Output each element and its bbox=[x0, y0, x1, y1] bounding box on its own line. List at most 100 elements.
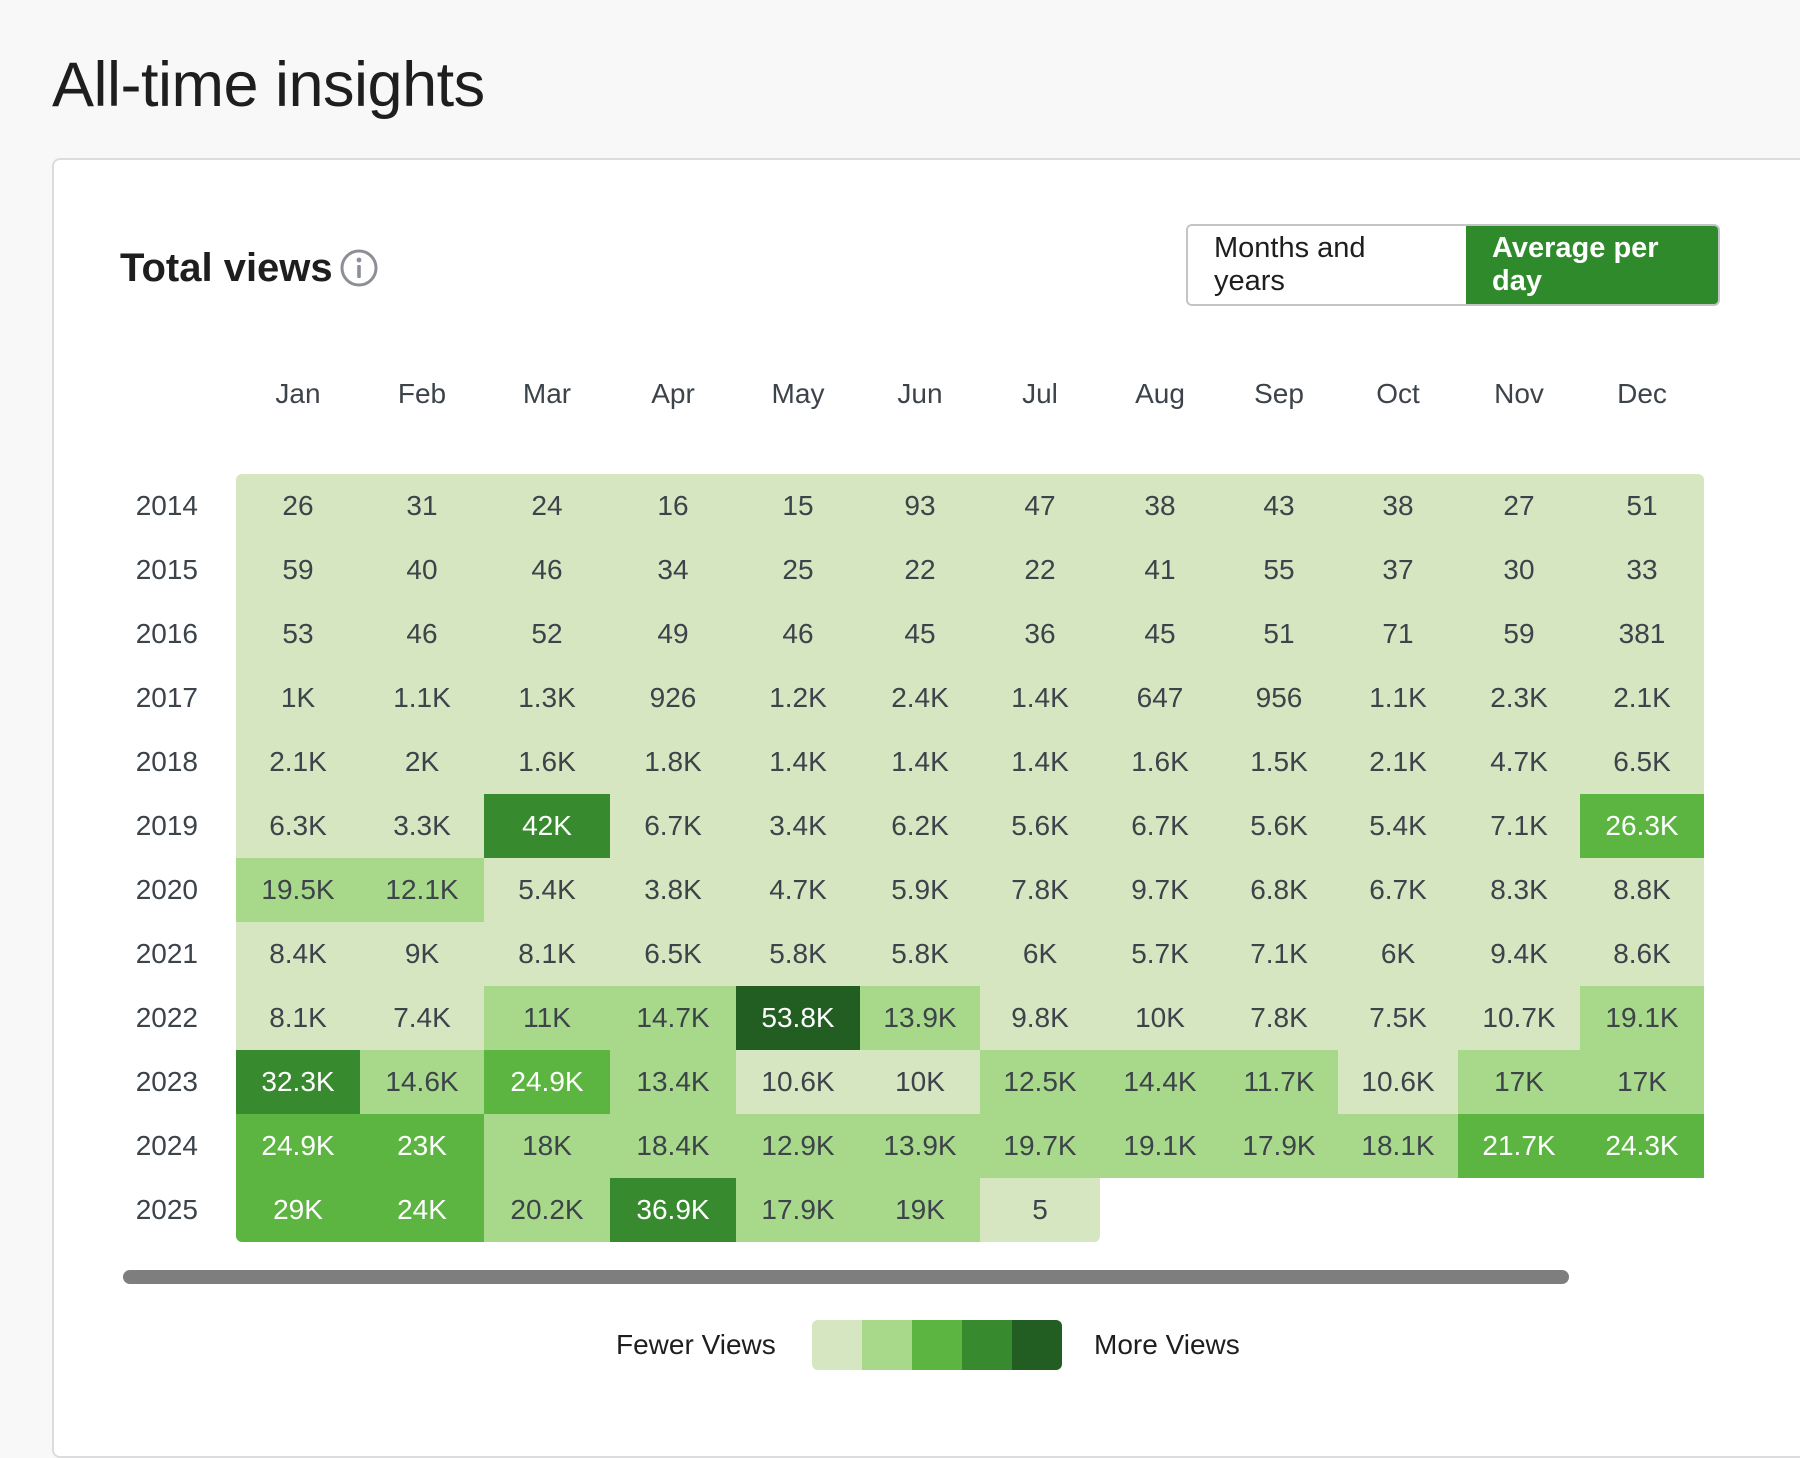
heatmap-cell[interactable]: 24.9K bbox=[484, 1050, 610, 1114]
heatmap-cell[interactable]: 46 bbox=[736, 602, 860, 666]
heatmap-cell[interactable]: 49 bbox=[610, 602, 736, 666]
heatmap-cell[interactable]: 17K bbox=[1580, 1050, 1704, 1114]
heatmap-cell[interactable]: 32.3K bbox=[236, 1050, 360, 1114]
heatmap-cell[interactable]: 381 bbox=[1580, 602, 1704, 666]
heatmap-cell[interactable]: 6.2K bbox=[860, 794, 980, 858]
heatmap-cell[interactable]: 1.3K bbox=[484, 666, 610, 730]
heatmap-cell[interactable]: 24.3K bbox=[1580, 1114, 1704, 1178]
heatmap-cell[interactable]: 1.6K bbox=[484, 730, 610, 794]
heatmap-cell[interactable]: 10.6K bbox=[1338, 1050, 1458, 1114]
heatmap-cell[interactable]: 11K bbox=[484, 986, 610, 1050]
heatmap-cell[interactable]: 22 bbox=[860, 538, 980, 602]
heatmap-cell[interactable]: 12.1K bbox=[360, 858, 484, 922]
heatmap-cell[interactable]: 9K bbox=[360, 922, 484, 986]
heatmap-cell[interactable]: 956 bbox=[1220, 666, 1338, 730]
heatmap-cell[interactable]: 5.8K bbox=[736, 922, 860, 986]
heatmap-cell[interactable]: 31 bbox=[360, 474, 484, 538]
heatmap-cell[interactable]: 27 bbox=[1458, 474, 1580, 538]
heatmap-cell[interactable]: 5.6K bbox=[1220, 794, 1338, 858]
heatmap-cell[interactable]: 5 bbox=[980, 1178, 1100, 1242]
heatmap-cell[interactable]: 16 bbox=[610, 474, 736, 538]
heatmap-cell[interactable]: 6K bbox=[1338, 922, 1458, 986]
heatmap-cell[interactable]: 2.4K bbox=[860, 666, 980, 730]
heatmap-cell[interactable]: 5.8K bbox=[860, 922, 980, 986]
heatmap-cell[interactable]: 8.3K bbox=[1458, 858, 1580, 922]
heatmap-cell[interactable]: 7.8K bbox=[1220, 986, 1338, 1050]
heatmap-cell[interactable]: 21.7K bbox=[1458, 1114, 1580, 1178]
heatmap-cell[interactable]: 14.4K bbox=[1100, 1050, 1220, 1114]
heatmap-cell[interactable]: 18.4K bbox=[610, 1114, 736, 1178]
heatmap-cell[interactable]: 1.5K bbox=[1220, 730, 1338, 794]
heatmap-cell[interactable]: 14.7K bbox=[610, 986, 736, 1050]
heatmap-cell[interactable]: 13.4K bbox=[610, 1050, 736, 1114]
heatmap-cell[interactable]: 40 bbox=[360, 538, 484, 602]
heatmap-cell[interactable]: 1.4K bbox=[860, 730, 980, 794]
average-per-day-button[interactable]: Average per day bbox=[1466, 226, 1718, 304]
heatmap-cell[interactable]: 3.3K bbox=[360, 794, 484, 858]
heatmap-cell[interactable]: 43 bbox=[1220, 474, 1338, 538]
heatmap-cell[interactable]: 926 bbox=[610, 666, 736, 730]
heatmap-cell[interactable]: 13.9K bbox=[860, 986, 980, 1050]
heatmap-cell[interactable]: 5.6K bbox=[980, 794, 1100, 858]
heatmap-cell[interactable]: 19K bbox=[860, 1178, 980, 1242]
heatmap-cell[interactable]: 2.1K bbox=[236, 730, 360, 794]
heatmap-cell[interactable]: 7.1K bbox=[1220, 922, 1338, 986]
heatmap-cell[interactable]: 6.7K bbox=[610, 794, 736, 858]
heatmap-cell[interactable]: 4.7K bbox=[736, 858, 860, 922]
heatmap-cell[interactable]: 6.5K bbox=[1580, 730, 1704, 794]
heatmap-cell[interactable]: 53 bbox=[236, 602, 360, 666]
heatmap-cell[interactable]: 8.1K bbox=[484, 922, 610, 986]
heatmap-cell[interactable]: 7.4K bbox=[360, 986, 484, 1050]
heatmap-cell[interactable]: 24K bbox=[360, 1178, 484, 1242]
heatmap-cell[interactable]: 3.8K bbox=[610, 858, 736, 922]
heatmap-cell[interactable]: 24 bbox=[484, 474, 610, 538]
heatmap-cell[interactable]: 6.5K bbox=[610, 922, 736, 986]
heatmap-cell[interactable]: 5.7K bbox=[1100, 922, 1220, 986]
heatmap-cell[interactable]: 30 bbox=[1458, 538, 1580, 602]
heatmap-cell[interactable]: 8.6K bbox=[1580, 922, 1704, 986]
heatmap-cell[interactable]: 6.7K bbox=[1338, 858, 1458, 922]
heatmap-cell[interactable]: 18.1K bbox=[1338, 1114, 1458, 1178]
heatmap-cell[interactable]: 7.8K bbox=[980, 858, 1100, 922]
heatmap-cell[interactable]: 59 bbox=[236, 538, 360, 602]
heatmap-cell[interactable]: 26.3K bbox=[1580, 794, 1704, 858]
heatmap-cell[interactable]: 51 bbox=[1580, 474, 1704, 538]
heatmap-cell[interactable]: 53.8K bbox=[736, 986, 860, 1050]
heatmap-cell[interactable]: 13.9K bbox=[860, 1114, 980, 1178]
heatmap-cell[interactable]: 20.2K bbox=[484, 1178, 610, 1242]
heatmap-cell[interactable]: 36 bbox=[980, 602, 1100, 666]
heatmap-cell[interactable]: 5.4K bbox=[1338, 794, 1458, 858]
heatmap-cell[interactable]: 15 bbox=[736, 474, 860, 538]
heatmap-cell[interactable]: 1.4K bbox=[980, 666, 1100, 730]
heatmap-cell[interactable]: 2.3K bbox=[1458, 666, 1580, 730]
heatmap-cell[interactable]: 19.1K bbox=[1580, 986, 1704, 1050]
heatmap-cell[interactable]: 55 bbox=[1220, 538, 1338, 602]
heatmap-cell[interactable]: 22 bbox=[980, 538, 1100, 602]
heatmap-cell[interactable]: 7.5K bbox=[1338, 986, 1458, 1050]
heatmap-cell[interactable]: 1.1K bbox=[1338, 666, 1458, 730]
heatmap-cell[interactable]: 1.6K bbox=[1100, 730, 1220, 794]
heatmap-cell[interactable]: 10.7K bbox=[1458, 986, 1580, 1050]
heatmap-cell[interactable]: 17.9K bbox=[736, 1178, 860, 1242]
heatmap-cell[interactable]: 19.1K bbox=[1100, 1114, 1220, 1178]
heatmap-cell[interactable]: 14.6K bbox=[360, 1050, 484, 1114]
heatmap-cell[interactable]: 6.7K bbox=[1100, 794, 1220, 858]
heatmap-cell[interactable]: 45 bbox=[1100, 602, 1220, 666]
heatmap-cell[interactable]: 37 bbox=[1338, 538, 1458, 602]
heatmap-cell[interactable]: 3.4K bbox=[736, 794, 860, 858]
heatmap-cell[interactable]: 12.5K bbox=[980, 1050, 1100, 1114]
heatmap-cell[interactable]: 5.9K bbox=[860, 858, 980, 922]
heatmap-cell[interactable]: 17K bbox=[1458, 1050, 1580, 1114]
heatmap-cell[interactable]: 9.7K bbox=[1100, 858, 1220, 922]
heatmap-cell[interactable]: 46 bbox=[484, 538, 610, 602]
heatmap-cell[interactable]: 2.1K bbox=[1580, 666, 1704, 730]
heatmap-cell[interactable]: 1.1K bbox=[360, 666, 484, 730]
heatmap-cell[interactable]: 1.2K bbox=[736, 666, 860, 730]
heatmap-cell[interactable]: 11.7K bbox=[1220, 1050, 1338, 1114]
heatmap-cell[interactable]: 7.1K bbox=[1458, 794, 1580, 858]
heatmap-cell[interactable]: 2K bbox=[360, 730, 484, 794]
heatmap-cell[interactable]: 8.4K bbox=[236, 922, 360, 986]
heatmap-cell[interactable]: 46 bbox=[360, 602, 484, 666]
heatmap-cell[interactable]: 19.7K bbox=[980, 1114, 1100, 1178]
heatmap-cell[interactable]: 71 bbox=[1338, 602, 1458, 666]
